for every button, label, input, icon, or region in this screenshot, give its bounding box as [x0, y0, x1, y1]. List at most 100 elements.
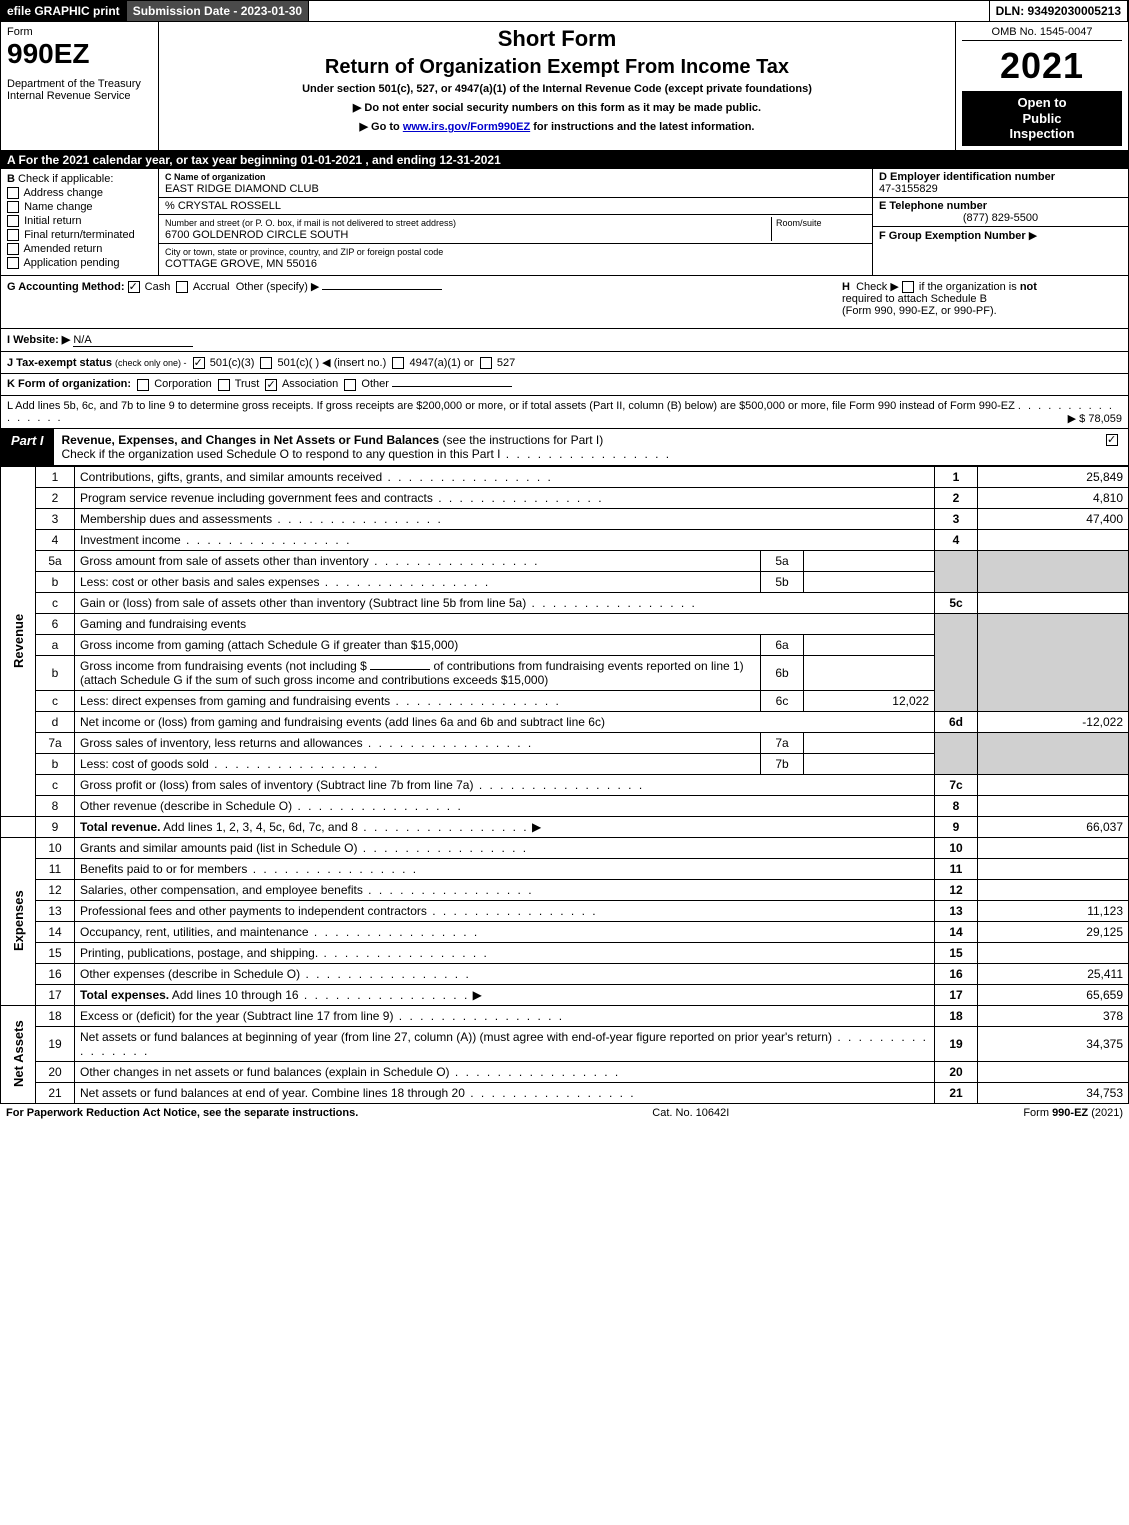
info-grid: B Check if applicable: Address change Na… [0, 169, 1129, 277]
check-4947[interactable] [392, 357, 404, 369]
b-heading: B [7, 173, 15, 185]
l13-dots [427, 904, 598, 918]
check-application-pending[interactable] [7, 257, 19, 269]
l6d-desc: Net income or (loss) from gaming and fun… [75, 711, 935, 732]
l1-desc: Contributions, gifts, grants, and simila… [80, 470, 382, 484]
label-4947: 4947(a)(1) or [409, 357, 473, 369]
footer-right-post: (2021) [1088, 1107, 1123, 1119]
l7ab-shade-val [978, 732, 1129, 774]
l7a-mv [804, 732, 935, 753]
check-name-change[interactable] [7, 201, 19, 213]
line-17: 17 Total expenses. Add lines 10 through … [1, 984, 1129, 1005]
j-sub: (check only one) - [115, 358, 187, 368]
l7b-dots [209, 757, 380, 771]
l3-rv: 47,400 [978, 508, 1129, 529]
check-trust[interactable] [218, 379, 230, 391]
line-4: 4 Investment income 4 [1, 529, 1129, 550]
label-accrual: Accrual [193, 281, 230, 293]
l11-num: 11 [36, 858, 75, 879]
l1-rv: 25,849 [978, 466, 1129, 487]
k-label: K Form of organization: [7, 378, 131, 390]
l6c-mn: 6c [761, 690, 804, 711]
col-b-check-applicable: B Check if applicable: Address change Na… [1, 169, 159, 276]
l8-num: 8 [36, 795, 75, 816]
line-8: 8 Other revenue (describe in Schedule O)… [1, 795, 1129, 816]
h-text4: (Form 990, 990-EZ, or 990-PF). [842, 305, 997, 317]
line-6d: d Net income or (loss) from gaming and f… [1, 711, 1129, 732]
check-final-return[interactable] [7, 229, 19, 241]
l3-num: 3 [36, 508, 75, 529]
line-1: Revenue 1 Contributions, gifts, grants, … [1, 466, 1129, 487]
line-5a: 5a Gross amount from sale of assets othe… [1, 550, 1129, 571]
col-d-e-f: D Employer identification number 47-3155… [873, 169, 1128, 276]
open-to-public: Open to Public Inspection [962, 91, 1122, 146]
goto-pre: ▶ Go to [360, 121, 403, 133]
check-501c3[interactable] [193, 357, 205, 369]
website-value: N/A [73, 334, 193, 347]
b-label: Check if applicable: [18, 173, 113, 185]
other-specify-input[interactable] [322, 289, 442, 290]
l17-dots [299, 988, 470, 1002]
l1-rn: 1 [935, 466, 978, 487]
efile-graphic-print: efile GRAPHIC print [1, 1, 127, 21]
line-9: 9 Total revenue. Add lines 1, 2, 3, 4, 5… [1, 816, 1129, 837]
row-l-gross-receipts: L Add lines 5b, 6c, and 7b to line 9 to … [0, 396, 1129, 429]
check-corporation[interactable] [137, 379, 149, 391]
check-association[interactable] [265, 379, 277, 391]
h-text2: if the organization is [919, 281, 1017, 293]
check-accrual[interactable] [176, 281, 188, 293]
l5c-num: c [36, 592, 75, 613]
check-other-org[interactable] [344, 379, 356, 391]
line-18: Net Assets 18 Excess or (deficit) for th… [1, 1005, 1129, 1026]
check-initial-return[interactable] [7, 215, 19, 227]
footer-right-pre: Form [1023, 1107, 1052, 1119]
l7c-rn: 7c [935, 774, 978, 795]
l7a-desc: Gross sales of inventory, less returns a… [80, 736, 363, 750]
l13-desc: Professional fees and other payments to … [80, 904, 427, 918]
l6b-desc-cell: Gross income from fundraising events (no… [75, 655, 761, 690]
ein-label: D Employer identification number [879, 171, 1055, 183]
check-schedule-o[interactable] [1106, 434, 1118, 446]
care-of: % CRYSTAL ROSSELL [165, 200, 281, 212]
l18-rv: 378 [978, 1005, 1129, 1026]
check-amended-return[interactable] [7, 243, 19, 255]
l18-num: 18 [36, 1005, 75, 1026]
h-pre: H [842, 281, 850, 293]
check-527[interactable] [480, 357, 492, 369]
title-main: Return of Organization Exempt From Incom… [165, 56, 949, 79]
l2-rn: 2 [935, 487, 978, 508]
side-net-assets: Net Assets [1, 1005, 36, 1103]
top-bar: efile GRAPHIC print Submission Date - 20… [0, 0, 1129, 22]
l21-rn: 21 [935, 1082, 978, 1103]
l6c-desc: Less: direct expenses from gaming and fu… [80, 694, 390, 708]
check-h-not-required[interactable] [902, 281, 914, 293]
l14-desc: Occupancy, rent, utilities, and maintena… [80, 925, 309, 939]
l6b-amount-input[interactable] [370, 669, 430, 670]
l19-num: 19 [36, 1026, 75, 1061]
l9-desc2: Add lines 1, 2, 3, 4, 5c, 6d, 7c, and 8 [163, 820, 358, 834]
page-footer: For Paperwork Reduction Act Notice, see … [0, 1104, 1129, 1122]
l2-dots [433, 491, 604, 505]
part-i-header: Part I Revenue, Expenses, and Changes in… [0, 429, 1129, 466]
l14-rv: 29,125 [978, 921, 1129, 942]
l-amount: ▶ $ 78,059 [1068, 412, 1122, 425]
header-left: Form 990EZ Department of the Treasury In… [1, 22, 159, 150]
form-label: Form [7, 26, 152, 38]
row-i-website: I Website: ▶ N/A [0, 329, 1129, 352]
check-address-change[interactable] [7, 187, 19, 199]
l14-dots [309, 925, 480, 939]
irs-link[interactable]: www.irs.gov/Form990EZ [403, 121, 530, 133]
other-org-input[interactable] [392, 386, 512, 387]
line-14: 14 Occupancy, rent, utilities, and maint… [1, 921, 1129, 942]
l21-dots [465, 1086, 636, 1100]
l12-dots [363, 883, 534, 897]
l5c-dots [526, 596, 697, 610]
city-state-zip: COTTAGE GROVE, MN 55016 [165, 258, 317, 270]
h-check-text: Check ▶ [856, 281, 899, 293]
l1-dots [382, 470, 553, 484]
check-cash[interactable] [128, 281, 140, 293]
line-10: Expenses 10 Grants and similar amounts p… [1, 837, 1129, 858]
footer-right: Form 990-EZ (2021) [1023, 1107, 1123, 1119]
ssn-warning: ▶ Do not enter social security numbers o… [165, 101, 949, 114]
check-501c[interactable] [260, 357, 272, 369]
